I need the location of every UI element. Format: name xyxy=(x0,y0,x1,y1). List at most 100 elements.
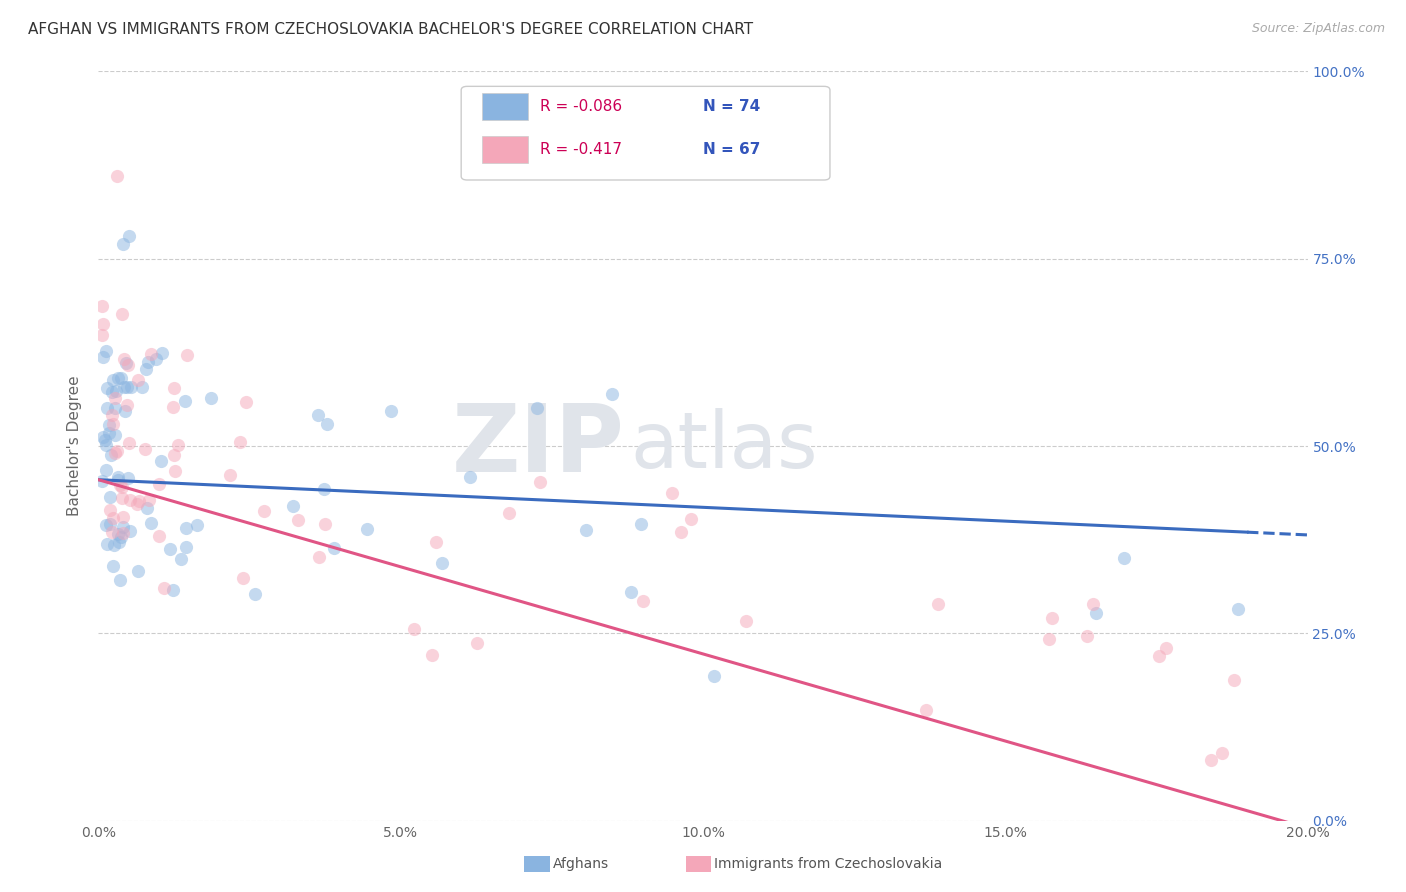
Point xyxy=(162,400,184,414)
Point xyxy=(218,467,240,482)
Point xyxy=(661,485,683,500)
Point xyxy=(103,538,125,552)
Point xyxy=(162,582,184,597)
Text: N = 74: N = 74 xyxy=(703,99,761,114)
Point xyxy=(575,524,598,538)
Point xyxy=(101,559,124,574)
Bar xyxy=(482,136,527,162)
Text: atlas: atlas xyxy=(630,408,818,484)
Point xyxy=(1154,641,1177,656)
Point xyxy=(630,516,652,531)
Text: R = -0.417: R = -0.417 xyxy=(540,142,621,157)
Point xyxy=(108,574,131,588)
Point xyxy=(98,516,121,531)
Point xyxy=(91,474,114,488)
Point xyxy=(111,308,134,322)
Point xyxy=(98,503,121,517)
Point xyxy=(103,373,125,387)
Point xyxy=(465,636,488,650)
Point xyxy=(307,409,329,423)
Text: Source: ZipAtlas.com: Source: ZipAtlas.com xyxy=(1251,22,1385,36)
Point xyxy=(107,370,129,384)
Point xyxy=(1201,753,1223,767)
Point xyxy=(98,490,121,504)
Point xyxy=(120,380,142,394)
Point xyxy=(170,552,193,566)
Point xyxy=(669,525,692,540)
Point xyxy=(322,541,344,555)
Point xyxy=(458,469,481,483)
Point xyxy=(100,384,122,399)
Point xyxy=(111,236,134,251)
Point xyxy=(96,381,118,395)
Point xyxy=(420,648,443,662)
Point xyxy=(163,464,186,478)
Point xyxy=(148,529,170,543)
Point xyxy=(173,394,195,409)
Point xyxy=(98,417,121,432)
Point xyxy=(101,511,124,525)
Point xyxy=(174,541,197,555)
Point xyxy=(135,362,157,376)
Point xyxy=(117,471,139,485)
Point xyxy=(115,356,138,370)
Point xyxy=(111,479,134,493)
Point xyxy=(139,516,162,530)
Point xyxy=(150,346,173,360)
Point xyxy=(356,522,378,536)
Point xyxy=(114,404,136,418)
Point xyxy=(526,401,548,416)
Point xyxy=(927,598,949,612)
Point xyxy=(91,350,114,364)
Point xyxy=(287,513,309,527)
Point xyxy=(96,344,118,359)
Point xyxy=(681,512,703,526)
Point xyxy=(110,370,132,384)
Point xyxy=(735,614,758,628)
Point xyxy=(1081,597,1104,611)
Y-axis label: Bachelor's Degree: Bachelor's Degree xyxy=(67,376,83,516)
Point xyxy=(167,438,190,452)
Point xyxy=(91,429,114,443)
Point xyxy=(127,498,149,512)
Point xyxy=(149,454,172,468)
Point xyxy=(128,493,150,508)
Point xyxy=(104,384,127,398)
Text: ZIP: ZIP xyxy=(451,400,624,492)
Point xyxy=(141,347,163,361)
Point xyxy=(104,401,127,415)
Point xyxy=(1114,550,1136,565)
Point xyxy=(112,510,135,524)
Point xyxy=(127,373,149,387)
Point xyxy=(115,398,138,412)
Point xyxy=(186,518,208,533)
Point xyxy=(253,504,276,518)
Point xyxy=(104,428,127,442)
Point xyxy=(312,482,335,496)
Point xyxy=(118,229,141,244)
Point xyxy=(110,530,132,544)
Point xyxy=(138,355,160,369)
Point xyxy=(1211,746,1233,760)
Point xyxy=(498,506,520,520)
Point xyxy=(380,403,402,417)
Point xyxy=(316,417,339,432)
Point xyxy=(631,594,654,608)
Point xyxy=(162,448,184,462)
Point xyxy=(111,519,134,533)
Point xyxy=(176,348,198,362)
Point xyxy=(1084,606,1107,620)
Point xyxy=(107,473,129,487)
Point xyxy=(91,318,114,332)
Text: AFGHAN VS IMMIGRANTS FROM CZECHOSLOVAKIA BACHELOR'S DEGREE CORRELATION CHART: AFGHAN VS IMMIGRANTS FROM CZECHOSLOVAKIA… xyxy=(28,22,754,37)
Point xyxy=(915,703,938,717)
Point xyxy=(96,438,118,452)
Point xyxy=(1227,602,1250,616)
Point xyxy=(174,521,197,535)
Point xyxy=(96,537,118,551)
Point xyxy=(1223,673,1246,687)
Point xyxy=(138,493,160,508)
Point xyxy=(117,358,139,372)
Point xyxy=(131,380,153,394)
Point xyxy=(111,491,134,505)
